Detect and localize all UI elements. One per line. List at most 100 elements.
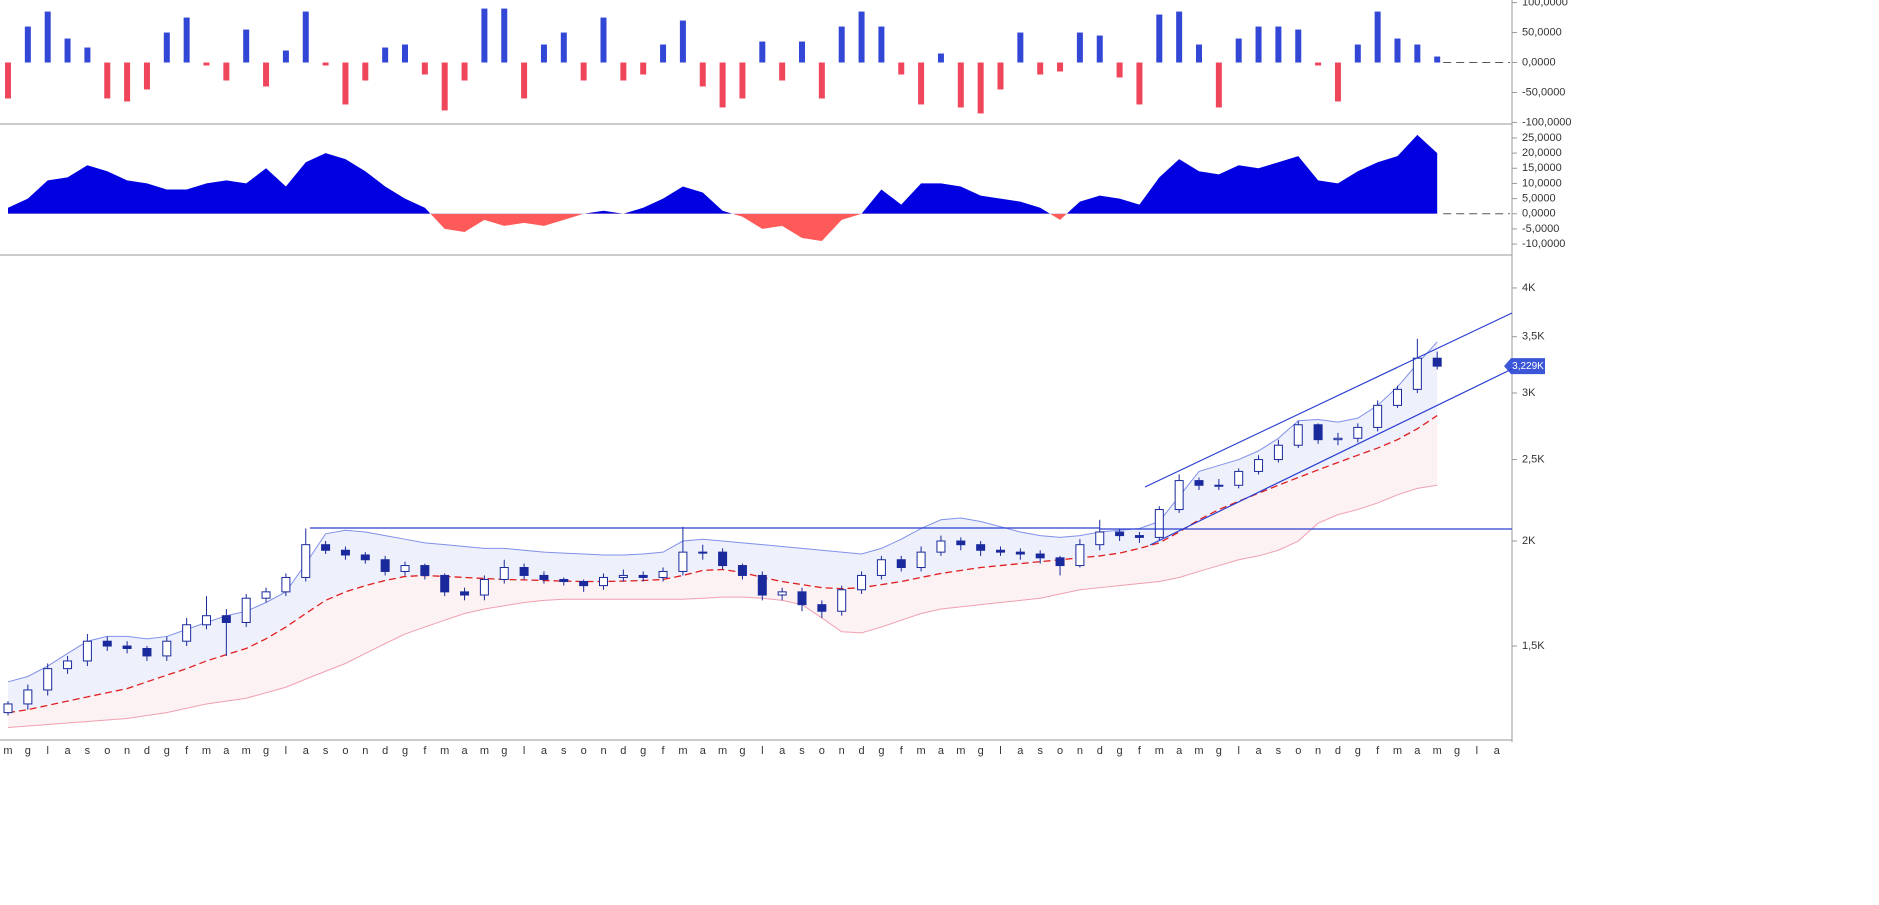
histogram-bar (1215, 62, 1222, 108)
candle-body (440, 574, 450, 593)
candle-body (1095, 531, 1105, 546)
candle-body (261, 591, 271, 599)
lower-band-fill (8, 415, 1438, 728)
histogram-bar (1275, 26, 1282, 63)
x-tick-label: g (640, 745, 646, 757)
x-tick-label: m (480, 745, 489, 757)
x-tick-label: o (1295, 745, 1301, 757)
x-tick-label: g (25, 745, 31, 757)
x-tick-label: s (561, 745, 567, 757)
histogram-bar (441, 62, 448, 111)
x-tick-label: m (718, 745, 727, 757)
candle-body (1412, 357, 1422, 390)
x-tick-label: l (1476, 745, 1478, 757)
candle-body (896, 559, 906, 569)
candle-body (321, 544, 331, 551)
candle-body (519, 567, 529, 576)
x-tick-label: m (202, 745, 211, 757)
histogram-bar (501, 8, 508, 63)
x-tick-label: l (46, 745, 48, 757)
candle-body (1254, 459, 1264, 472)
candle-body (3, 703, 13, 714)
x-tick-label: l (761, 745, 763, 757)
x-tick-label: l (1237, 745, 1239, 757)
x-tick-label: g (1117, 745, 1123, 757)
candle-body (1154, 509, 1164, 538)
histogram-bar (620, 62, 627, 81)
x-tick-label: o (104, 745, 110, 757)
x-tick-label: m (3, 745, 12, 757)
histogram-bar (1354, 44, 1361, 63)
candle-body (182, 624, 192, 642)
x-tick-label: o (342, 745, 348, 757)
x-tick-label: a (1176, 745, 1183, 757)
x-tick-label: s (323, 745, 329, 757)
candle-body (43, 668, 53, 691)
candle-body (1313, 424, 1323, 441)
candle-body (221, 615, 231, 623)
histogram-bar (1334, 62, 1341, 102)
x-tick-label: m (440, 745, 449, 757)
histogram-bar (1176, 11, 1183, 63)
candle-body (281, 576, 291, 593)
candle-body (420, 565, 430, 576)
x-tick-label: a (779, 745, 786, 757)
candle-body (1333, 437, 1343, 441)
candle-body (1035, 553, 1045, 559)
x-tick-label: n (839, 745, 845, 757)
histogram-bar (402, 44, 408, 63)
histogram-bar (64, 38, 71, 63)
area-negative (430, 213, 1067, 242)
histogram-bar (1315, 62, 1322, 66)
histogram-bar (679, 20, 686, 63)
candle-body (976, 544, 986, 551)
x-tick-label: g (739, 745, 745, 757)
x-tick-label: a (1414, 745, 1421, 757)
candle-body (102, 640, 112, 647)
x-tick-label: m (242, 745, 251, 757)
last-price-label: 3,229K (1512, 361, 1544, 372)
histogram-bar (44, 11, 51, 63)
candle-body (559, 578, 569, 583)
candle-body (340, 549, 350, 556)
plot-layer: 100,0000 50,0000 0,0000 -50,0000 -100,0000 25… (3, 0, 1571, 757)
histogram-bar (640, 62, 647, 75)
histogram-bar (878, 26, 885, 63)
x-tick-label: a (1494, 745, 1501, 757)
x-tick-label: a (223, 745, 230, 757)
y-tick-label: 4K (1522, 282, 1536, 294)
candle-body (718, 551, 728, 567)
candle-body (1075, 544, 1085, 567)
candle-body (678, 551, 688, 572)
candle-body (1234, 470, 1244, 486)
candle-body (579, 581, 589, 587)
histogram-bar (243, 29, 250, 63)
histogram-bar (699, 62, 706, 87)
x-tick-label: f (423, 745, 427, 757)
histogram-bar (997, 62, 1004, 90)
x-tick-label: l (999, 745, 1001, 757)
candle-body (142, 647, 152, 657)
candle-body (1432, 357, 1442, 367)
x-tick-label: d (1097, 745, 1103, 757)
x-tick-label: f (185, 745, 189, 757)
histogram-bar (302, 11, 309, 63)
histogram-bar (1255, 26, 1262, 63)
candle-body (162, 640, 172, 657)
candle-body (916, 551, 926, 569)
x-tick-label: d (144, 745, 150, 757)
x-tick-label: g (263, 745, 269, 757)
candle-body (1134, 535, 1144, 538)
histogram-bar (957, 62, 964, 108)
x-tick-label: g (164, 745, 170, 757)
x-tick-label: a (1017, 745, 1024, 757)
x-tick-label: n (1077, 745, 1083, 757)
candle-body (23, 689, 33, 705)
histogram-bar (1096, 35, 1103, 63)
x-tick-label: d (858, 745, 864, 757)
histogram-bar (540, 44, 547, 63)
x-tick-label: o (581, 745, 587, 757)
x-tick-label: o (1057, 745, 1063, 757)
candle-body (757, 574, 767, 596)
candle-body (837, 589, 847, 612)
